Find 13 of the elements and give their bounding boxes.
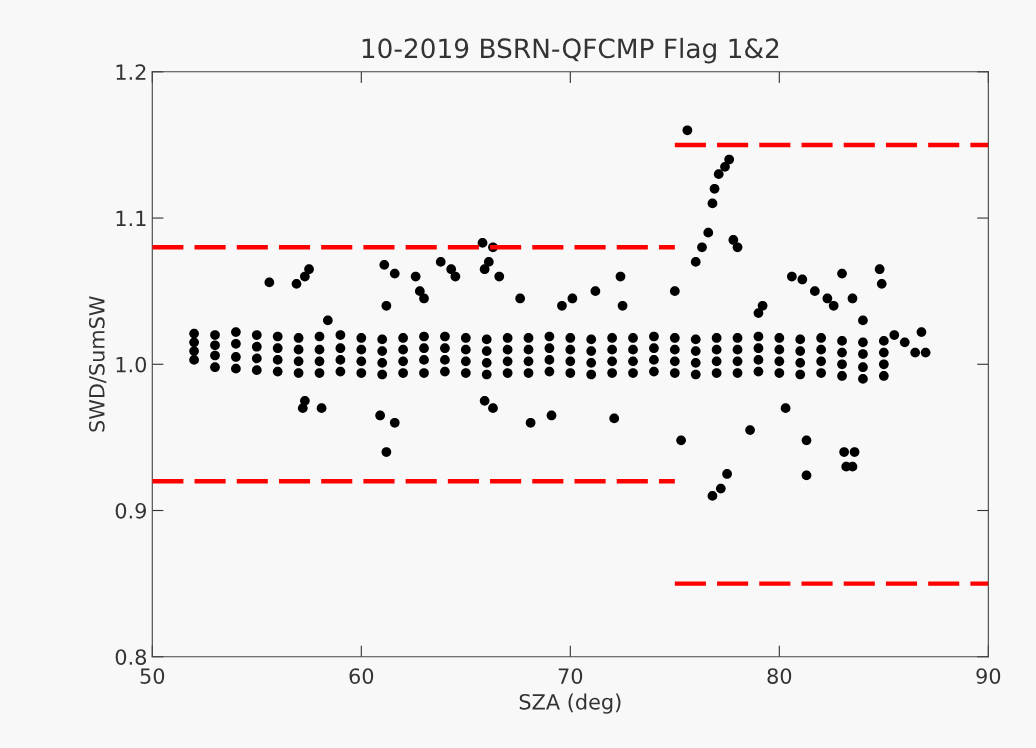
chart-title: 10-2019 BSRN-QFCMP Flag 1&2 [362, 37, 779, 64]
y-tick-label: 1.1 [116, 210, 146, 226]
y-axis-title: SWD/SumSW [88, 296, 107, 432]
x-tick-label: 60 [349, 668, 374, 684]
y-tick-label: 1.2 [116, 64, 146, 80]
x-axis-title: SZA (deg) [519, 693, 621, 714]
x-tick-label: 90 [976, 668, 1001, 684]
x-tick-label: 50 [140, 668, 165, 684]
y-tick-label: 0.8 [115, 649, 147, 665]
y-tick-label: 0.9 [115, 502, 146, 519]
x-tick-label: 80 [767, 668, 792, 684]
y-tick-label: 1.0 [116, 356, 147, 373]
x-tick-label: 70 [558, 668, 583, 684]
